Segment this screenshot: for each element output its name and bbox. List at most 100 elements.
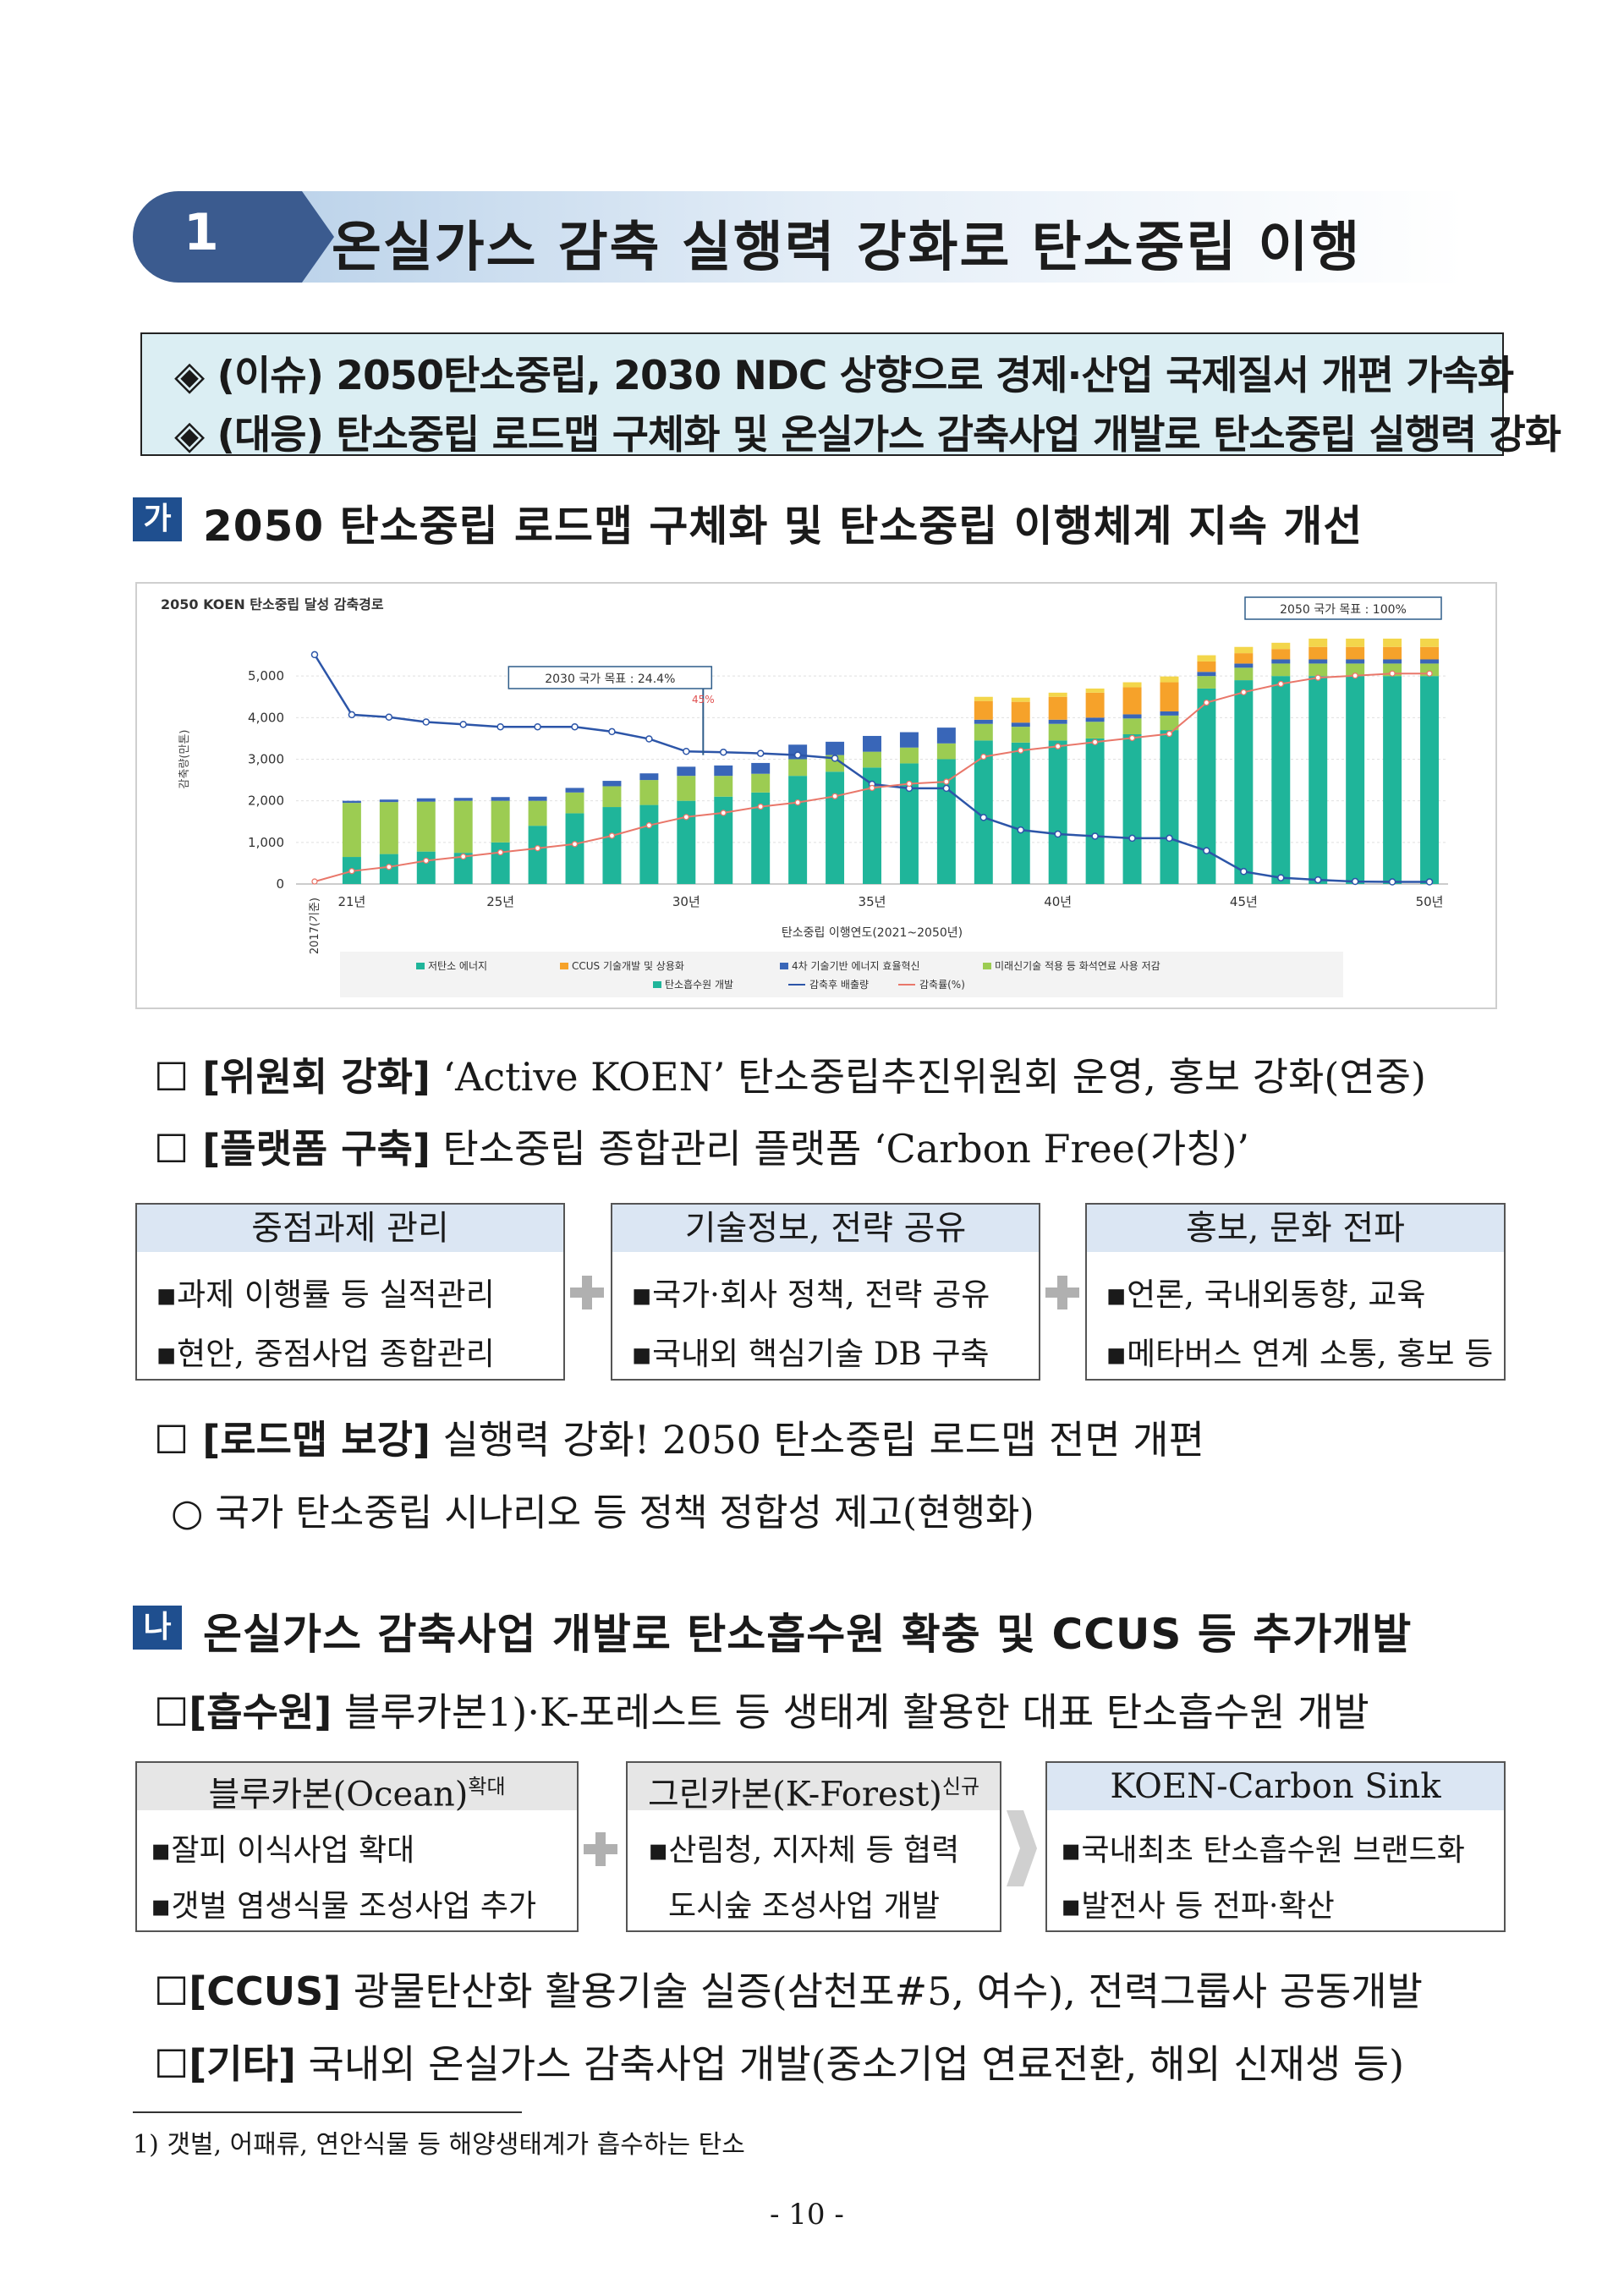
x-tick-label: 25년 (486, 894, 514, 909)
reduction-rate-point (1314, 674, 1321, 681)
bar-segment (826, 755, 845, 772)
bar-segment (1271, 659, 1291, 664)
x-tick-label: 21년 (337, 894, 365, 909)
bar-segment (453, 800, 473, 854)
bar-segment (714, 796, 733, 884)
emissions-point (1314, 876, 1322, 884)
reduction-rate-point (1277, 680, 1284, 688)
y-tick-label: 3,000 (248, 752, 284, 767)
y-tick-label: 4,000 (248, 710, 284, 725)
bar-segment (974, 719, 993, 724)
roadmap-line: ☐ [로드맵 보강] 실행력 강화! 2050 탄소중립 로드맵 전면 개편 (154, 1409, 1204, 1465)
reduction-rate-point (906, 780, 913, 788)
emissions-point (310, 651, 319, 659)
bar-segment (751, 762, 771, 774)
plus-icon (570, 1276, 604, 1309)
box-item: 도시숲 조성사업 개발 (668, 1889, 940, 1924)
box-item: ▪메타버스 연계 소통, 홍보 등 (1106, 1336, 1494, 1372)
bar-segment (1085, 738, 1105, 884)
x-axis-label: 탄소중립 이행연도(2021~2050년) (782, 926, 963, 940)
bar-segment (491, 800, 510, 843)
x-tick-label: 35년 (859, 894, 886, 909)
box-item: ▪현안, 중점사업 종합관리 (156, 1336, 495, 1372)
bar-segment (379, 802, 398, 854)
bar-segment (1048, 723, 1067, 741)
bar-segment (1085, 692, 1105, 718)
emissions-point (1166, 834, 1173, 843)
bar-segment (1271, 642, 1291, 650)
bar-segment (602, 786, 622, 808)
sink-box-koen: KOEN-Carbon Sink ▪국내최초 탄소흡수원 브랜드화 ▪발전사 등… (1045, 1761, 1506, 1932)
emissions-point (1091, 832, 1099, 840)
target-2030-pct: 45% (692, 694, 715, 706)
platform-line: ☐ [플랫폼 구축] 탄소중립 종합관리 플랫폼 ‘Carbon Free(가칭… (154, 1118, 1249, 1174)
bar-segment (1085, 717, 1105, 722)
bar-segment (1197, 676, 1216, 689)
title-number-pill (133, 191, 302, 283)
reduction-rate-point (1055, 743, 1062, 749)
box-header: 그린카본(K-Forest)신규 (628, 1763, 1000, 1814)
emissions-point (1351, 877, 1359, 886)
bar-segment (1420, 659, 1440, 664)
reduction-rate-point (980, 753, 987, 760)
bar-segment (1234, 667, 1254, 681)
emissions-point (831, 755, 839, 762)
bar-segment (974, 696, 993, 701)
bar-segment (1160, 730, 1179, 884)
x-tick-label: 30년 (672, 894, 700, 909)
reduction-rate-point (831, 793, 838, 799)
committee-line: ☐ [위원회 강화] ‘Active KOEN’ 탄소중립추진위원회 운영, 홍… (154, 1046, 1426, 1102)
bar-segment (1383, 638, 1402, 647)
box-item: ▪산림청, 지자체 등 협력 (648, 1833, 960, 1868)
bar-segment (639, 804, 659, 884)
emissions-point (979, 814, 988, 821)
bar-segment (714, 765, 733, 777)
bar-segment (1309, 663, 1328, 677)
bar-segment (416, 798, 436, 802)
reduction-rate-point (460, 853, 467, 860)
reduction-rate-point (1203, 699, 1210, 706)
bar-segment (1383, 676, 1402, 884)
bar-segment (751, 773, 771, 793)
emissions-point (1388, 878, 1396, 886)
emissions-point (683, 748, 690, 755)
box-header: KOEN-Carbon Sink (1047, 1763, 1504, 1810)
bar-segment (899, 732, 919, 748)
legend-swatch (416, 963, 425, 969)
y-tick-label: 0 (276, 876, 284, 892)
bar-segment (1048, 692, 1067, 697)
emissions-point (1017, 826, 1024, 834)
bar-segment (677, 800, 696, 884)
chart-title: 2050 KOEN 탄소중립 달성 감축경로 (161, 596, 384, 612)
bar-segment (491, 797, 510, 801)
title-number: 1 (184, 203, 219, 262)
bar-segment (528, 826, 547, 884)
legend-label: 미래신기술 적용 등 화석연료 사용 저감 (995, 960, 1160, 972)
bar-segment (491, 842, 510, 884)
bar-segment (639, 773, 659, 781)
target-2030-box (508, 666, 713, 689)
roadmap-label: ☐ [로드맵 보강] (154, 1417, 431, 1463)
legend-swatch (653, 981, 661, 988)
bar-segment (899, 747, 919, 764)
bar-segment (1160, 682, 1179, 711)
reduction-rate-point (869, 784, 875, 792)
bar-segment (416, 851, 436, 884)
reduction-rate-point (1018, 747, 1024, 754)
y-tick-label: 2,000 (248, 793, 284, 809)
reduction-rate-point (386, 864, 392, 870)
bar-segment (1309, 659, 1328, 664)
bar-segment (751, 792, 771, 884)
bar-segment (528, 800, 547, 826)
emissions-point (348, 711, 356, 719)
reduction-rate-point (794, 799, 801, 806)
title-banner-background (285, 191, 1465, 283)
y-tick-label: 5,000 (248, 668, 284, 684)
ccus-text: 광물탄산화 활용기술 실증(삼천포#5, 여수), 전력그룹사 공동개발 (341, 1968, 1423, 2014)
roadmap-sub-line: ○ 국가 탄소중립 시나리오 등 정책 정합성 제고(현행화) (171, 1491, 1034, 1535)
bar-segment (416, 801, 436, 852)
bar-segment (1309, 676, 1328, 884)
platform-box-tasks: 중점과제 관리 ▪과제 이행률 등 실적관리 ▪현안, 중점사업 종합관리 (135, 1203, 565, 1381)
plus-icon (1045, 1276, 1079, 1309)
